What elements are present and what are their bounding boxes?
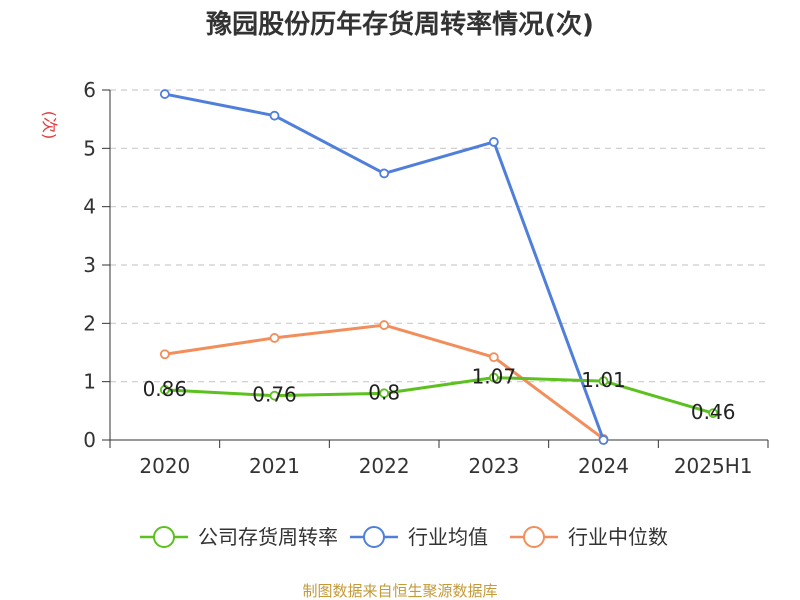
x-tick-label: 2020 [139, 454, 190, 478]
y-tick-label: 3 [83, 253, 96, 277]
data-point [159, 384, 170, 395]
data-point [269, 333, 280, 343]
data-label: 0.46 [691, 400, 736, 424]
data-point [488, 352, 499, 363]
data-point [708, 408, 719, 419]
axes: 0 1 2 3 4 5 6 2020 2021 2022 2023 2024 2025H1 [83, 78, 769, 478]
gridlines [110, 89, 768, 383]
data-point [379, 320, 390, 330]
x-tick-label: 2024 [578, 454, 629, 478]
legend-swatch-marker [153, 526, 175, 548]
legend-label: 公司存货周转率 [198, 525, 338, 549]
data-point [269, 110, 280, 121]
x-tick-label: 2025H1 [674, 454, 753, 478]
series-group [159, 89, 719, 445]
data-label: 0.86 [143, 377, 188, 401]
y-tick-label: 6 [83, 78, 96, 102]
chart-title: 豫园股份历年存货周转率情况(次) [206, 9, 594, 40]
y-tick-label: 5 [83, 136, 96, 160]
data-label: 0.76 [252, 383, 297, 407]
x-tick-label: 2023 [468, 454, 519, 478]
legend-label: 行业中位数 [568, 525, 668, 549]
y-tick-label: 2 [83, 311, 96, 335]
y-tick-label: 1 [83, 370, 96, 394]
legend-item[interactable]: 行业均值 [350, 525, 488, 549]
data-label: 0.8 [368, 380, 400, 404]
source-note: 制图数据来自恒生聚源数据库 [302, 582, 497, 600]
series-line [164, 376, 714, 415]
data-point [159, 89, 170, 99]
data-point [488, 137, 499, 147]
y-tick-label: 4 [83, 195, 96, 219]
legend-swatch-marker [363, 526, 385, 548]
data-point [269, 390, 280, 401]
legend-item[interactable]: 行业中位数 [510, 525, 668, 549]
x-tick-label: 2021 [249, 454, 300, 478]
data-point [379, 388, 390, 399]
data-label: 1.07 [472, 365, 517, 389]
data-label: 1.01 [581, 368, 626, 392]
y-axis-label: (次) [40, 111, 59, 140]
legend[interactable]: 公司存货周转率 行业均值 行业中位数 [140, 525, 668, 549]
data-point [488, 372, 499, 383]
data-point [598, 435, 609, 445]
data-labels: 0.86 0.76 0.8 1.07 1.01 0.46 [143, 365, 736, 425]
y-tick-label: 0 [83, 428, 96, 452]
data-point [159, 349, 170, 360]
legend-label: 行业均值 [408, 525, 488, 549]
legend-swatch-marker [523, 526, 545, 548]
data-point [379, 168, 390, 179]
x-tick-label: 2022 [359, 454, 410, 478]
data-point [598, 376, 609, 386]
legend-item[interactable]: 公司存货周转率 [140, 525, 338, 549]
